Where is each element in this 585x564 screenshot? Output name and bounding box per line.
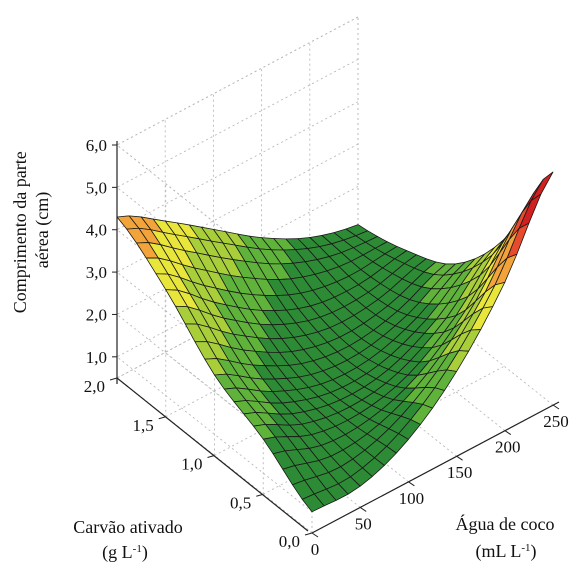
y-axis-line xyxy=(116,377,309,532)
y-tick-labels: 0,0 0,5 1,0 1,5 2,0 xyxy=(84,377,313,551)
x-tick-label: 50 xyxy=(355,514,372,533)
grid-line-floor-x xyxy=(261,300,457,457)
x-tick-mark xyxy=(456,455,463,461)
y-tick-mark xyxy=(158,416,166,420)
surface-cell xyxy=(530,171,554,201)
y-tick-mark xyxy=(304,532,313,536)
grid-line-floor-x xyxy=(309,275,506,431)
grid-line-z xyxy=(116,58,359,343)
z-tick-label: 6,0 xyxy=(86,136,107,155)
x-tick-mark xyxy=(552,404,560,410)
z-axis-title: Comprimento da parte aérea (cm) xyxy=(10,147,53,313)
surface-cell xyxy=(301,493,325,513)
y-tick-mark xyxy=(256,493,264,497)
y-tick-mark xyxy=(207,455,215,458)
x-tick-label: 200 xyxy=(495,438,521,457)
grid-line-z xyxy=(116,186,359,470)
x-tick-label: 0 xyxy=(311,540,320,559)
x-axis-title: Água de coco xyxy=(456,513,555,534)
x-tick-mark xyxy=(408,481,415,487)
z-tick-label: 5,0 xyxy=(86,178,107,197)
y-tick-label: 1,0 xyxy=(181,455,202,474)
axes xyxy=(116,141,560,534)
z-tick-label: 1,0 xyxy=(86,348,107,367)
x-tick-mark xyxy=(504,430,512,436)
grid-line-z xyxy=(116,143,359,428)
x-tick-mark xyxy=(311,532,319,538)
x-axis-line xyxy=(311,401,560,534)
z-tick-labels: 1,0 2,0 3,0 4,0 5,0 6,0 xyxy=(86,136,117,367)
y-tick-mark xyxy=(109,377,118,381)
x-tick-label: 250 xyxy=(543,412,569,431)
y-axis-title: Carvão ativado xyxy=(73,517,182,537)
x-tick-labels: 0 50 100 150 200 250 xyxy=(311,404,569,559)
x-tick-mark xyxy=(359,506,367,512)
grid-line-floor-x xyxy=(116,377,313,534)
y-axis-unit: (g L-1) xyxy=(102,542,148,563)
z-axis-title-line2: aérea (cm) xyxy=(32,192,53,268)
y-tick-label: 0,0 xyxy=(279,532,300,551)
y-tick-label: 0,5 xyxy=(230,493,251,512)
x-tick-label: 150 xyxy=(447,463,473,482)
y-tick-label: 1,5 xyxy=(133,416,154,435)
grid-line-floor-x xyxy=(357,249,554,406)
grid-line-z xyxy=(116,101,359,386)
x-axis-unit: (mL L-1) xyxy=(476,541,537,562)
surface-mesh xyxy=(116,171,554,513)
grid-line-z xyxy=(116,16,359,301)
z-axis-title-line1: Comprimento da parte xyxy=(10,151,30,313)
y-tick-label: 2,0 xyxy=(84,377,105,396)
z-tick-label: 3,0 xyxy=(86,263,107,282)
z-tick-label: 2,0 xyxy=(86,305,107,324)
x-tick-label: 100 xyxy=(399,489,425,508)
z-tick-label: 4,0 xyxy=(86,221,107,240)
